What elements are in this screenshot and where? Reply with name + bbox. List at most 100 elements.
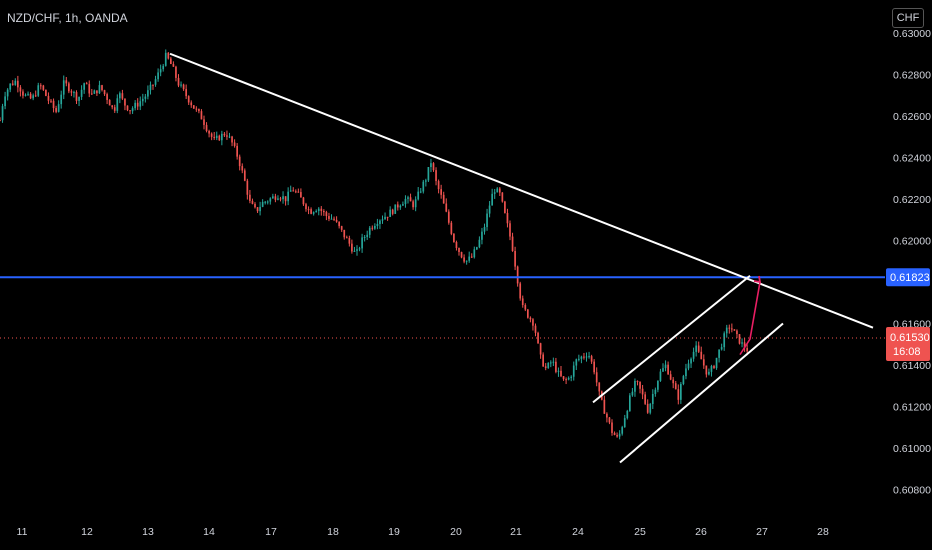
candle-body xyxy=(425,180,427,182)
candle-body xyxy=(221,133,223,141)
descending-resistance-line[interactable] xyxy=(169,52,874,329)
projection-arrow xyxy=(739,281,761,356)
candle-body xyxy=(297,191,300,193)
y-tick-label: 0.62200 xyxy=(893,194,931,206)
candle-body xyxy=(185,89,187,97)
candle-body xyxy=(32,95,34,99)
candle-body xyxy=(289,190,292,192)
candle-body xyxy=(606,413,608,418)
candle-body xyxy=(376,223,379,226)
candle-body xyxy=(481,231,483,240)
candle-body xyxy=(55,108,57,112)
candle-body xyxy=(101,85,103,91)
candle-body xyxy=(669,374,672,380)
candle-body xyxy=(527,309,529,318)
candle-body xyxy=(254,203,256,208)
candle-body xyxy=(697,345,700,352)
candle-body xyxy=(690,358,692,364)
candle-body xyxy=(215,135,218,138)
candle-body xyxy=(498,188,501,193)
x-tick-label: 14 xyxy=(203,526,215,538)
candle-body xyxy=(578,358,580,360)
candle-body xyxy=(287,191,289,202)
channel-upper-line[interactable] xyxy=(592,274,751,404)
candle-body xyxy=(720,347,723,350)
candle-body xyxy=(493,192,496,194)
candle-body xyxy=(175,66,177,78)
candle-body xyxy=(430,163,432,168)
candle-body xyxy=(593,361,595,373)
candle-body xyxy=(241,166,244,171)
candle-body xyxy=(70,91,73,93)
candle-body xyxy=(447,211,450,223)
candle-body xyxy=(368,227,371,235)
candle-body xyxy=(361,237,363,249)
candle-body xyxy=(417,191,420,200)
candle-body xyxy=(50,100,52,102)
candle-body xyxy=(407,197,409,199)
candle-body xyxy=(129,110,131,112)
candle-body xyxy=(231,136,233,143)
y-tick-label: 0.62000 xyxy=(893,236,931,248)
candle-body xyxy=(80,89,83,97)
current-price-label: 0.61530 xyxy=(890,332,930,344)
candle-body xyxy=(233,142,236,146)
candle-body xyxy=(307,209,310,211)
candle-body xyxy=(639,381,641,389)
candle-body xyxy=(93,90,96,94)
candle-body xyxy=(98,85,101,94)
candle-body xyxy=(182,84,185,90)
candle-body xyxy=(134,102,136,109)
candle-body xyxy=(144,96,147,99)
candle-body xyxy=(236,145,238,157)
candle-body xyxy=(491,193,493,206)
candle-body xyxy=(198,108,200,112)
candle-body xyxy=(534,325,537,333)
candle-body xyxy=(374,225,376,229)
candle-body xyxy=(167,52,170,59)
candle-body xyxy=(172,64,175,67)
candle-body xyxy=(381,219,384,221)
y-tick-label: 0.63000 xyxy=(893,28,931,40)
candle-body xyxy=(486,213,488,228)
candle-body xyxy=(631,391,634,396)
candle-body xyxy=(595,372,598,383)
x-tick-label: 20 xyxy=(450,526,462,538)
candle-body xyxy=(468,256,471,261)
candle-body xyxy=(723,333,726,348)
candle-body xyxy=(208,130,210,134)
candle-body xyxy=(651,393,654,404)
x-tick-label: 27 xyxy=(756,526,768,538)
candle-body xyxy=(414,199,417,208)
current-price-tag xyxy=(886,327,930,362)
candle-body xyxy=(718,349,720,358)
candle-body xyxy=(149,84,152,91)
candle-body xyxy=(715,357,718,369)
candle-body xyxy=(269,198,272,202)
candle-body xyxy=(672,379,675,384)
currency-button[interactable]: CHF xyxy=(892,8,924,28)
candle-body xyxy=(659,371,662,381)
candle-body xyxy=(514,251,516,267)
candle-body xyxy=(677,389,680,400)
candle-body xyxy=(741,342,743,344)
candle-body xyxy=(440,189,442,195)
candle-body xyxy=(710,366,713,372)
candle-body xyxy=(427,167,430,181)
candle-body xyxy=(682,376,685,385)
candle-body xyxy=(539,343,542,355)
candle-body xyxy=(139,101,142,107)
candle-body xyxy=(519,283,522,299)
candle-body xyxy=(366,234,369,237)
candle-body xyxy=(284,196,287,202)
candle-body xyxy=(338,221,340,227)
candle-body xyxy=(731,328,733,330)
candle-body xyxy=(613,432,616,436)
candle-body xyxy=(562,376,565,380)
candle-body xyxy=(9,83,12,90)
candle-body xyxy=(685,368,687,377)
channel-lower-line[interactable] xyxy=(619,322,784,464)
candle-body xyxy=(565,379,567,381)
candle-body xyxy=(192,105,195,109)
